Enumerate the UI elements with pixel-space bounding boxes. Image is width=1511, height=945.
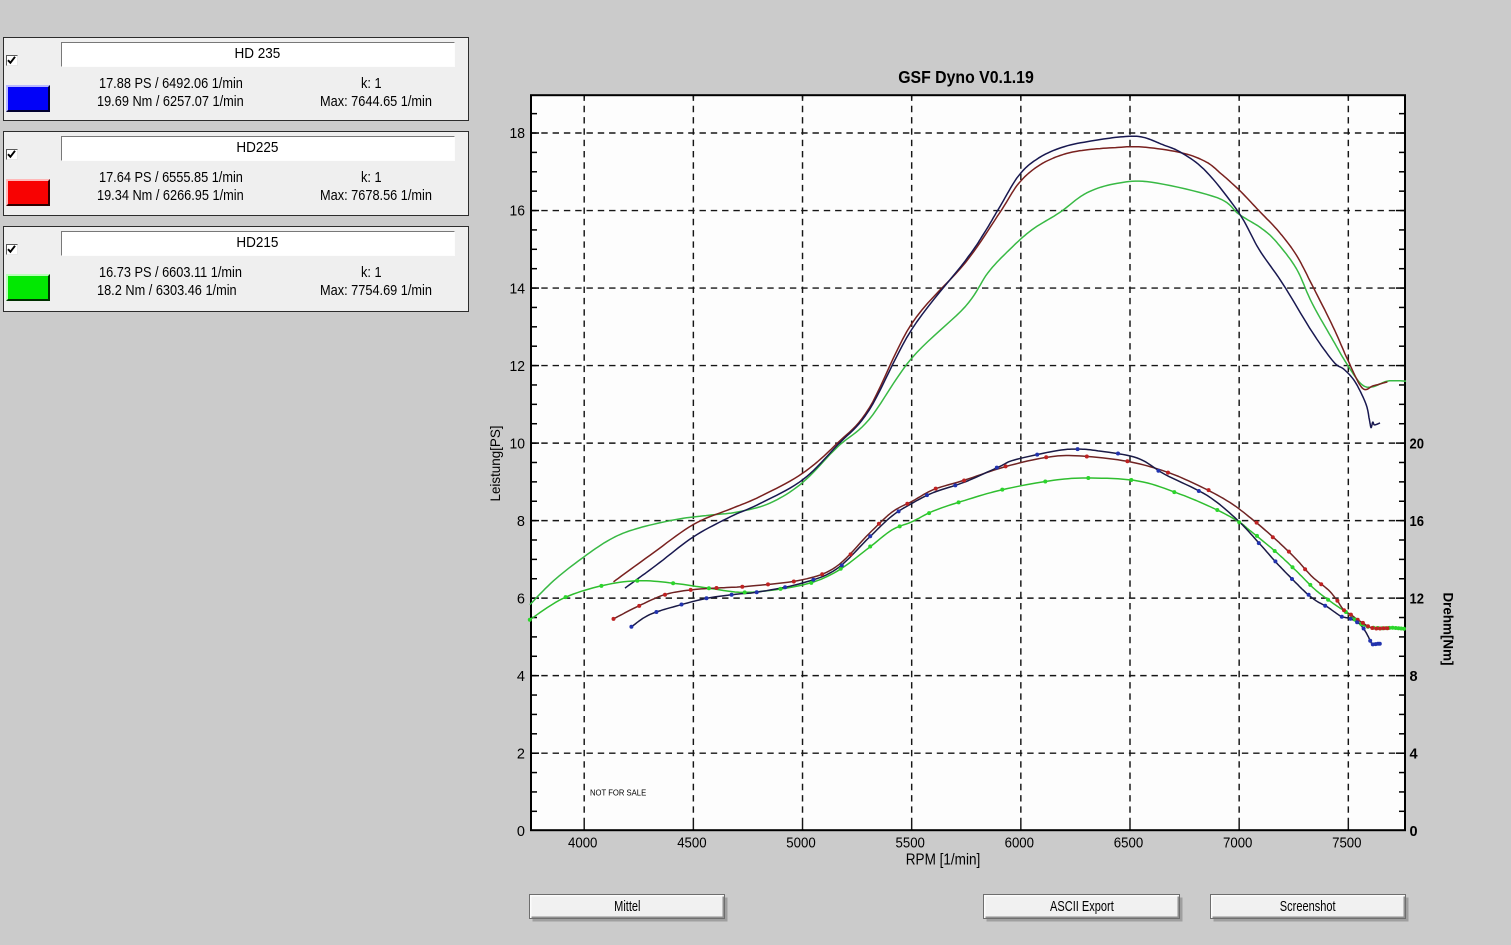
svg-text:4500: 4500	[677, 836, 706, 852]
svg-text:2: 2	[517, 746, 525, 762]
svg-text:NOT FOR SALE: NOT FOR SALE	[590, 788, 646, 798]
svg-text:10: 10	[510, 436, 526, 452]
svg-text:7000: 7000	[1223, 836, 1252, 852]
svg-text:12: 12	[510, 359, 526, 375]
svg-text:Drehm[Nm]: Drehm[Nm]	[1441, 593, 1457, 666]
svg-text:4: 4	[1410, 746, 1418, 762]
svg-text:5500: 5500	[896, 836, 925, 852]
svg-text:6500: 6500	[1114, 836, 1143, 852]
svg-text:20: 20	[1410, 436, 1425, 452]
svg-text:8: 8	[1410, 669, 1418, 685]
svg-text:5000: 5000	[786, 836, 815, 852]
svg-text:6000: 6000	[1005, 836, 1034, 852]
svg-text:16: 16	[1410, 514, 1425, 530]
svg-text:8: 8	[517, 514, 525, 530]
svg-text:4: 4	[517, 669, 525, 685]
svg-text:Leistung[PS]: Leistung[PS]	[487, 426, 503, 502]
svg-text:12: 12	[1410, 591, 1425, 607]
svg-text:GSF Dyno V0.1.19: GSF Dyno V0.1.19	[898, 67, 1034, 87]
svg-text:14: 14	[510, 281, 526, 297]
svg-text:0: 0	[517, 824, 525, 840]
svg-text:4000: 4000	[568, 836, 597, 852]
svg-text:16: 16	[510, 204, 526, 220]
svg-text:6: 6	[517, 591, 525, 607]
svg-text:7500: 7500	[1332, 836, 1361, 852]
svg-text:0: 0	[1410, 824, 1418, 840]
svg-text:18: 18	[510, 126, 526, 142]
svg-text:RPM [1/min]: RPM [1/min]	[906, 852, 981, 869]
